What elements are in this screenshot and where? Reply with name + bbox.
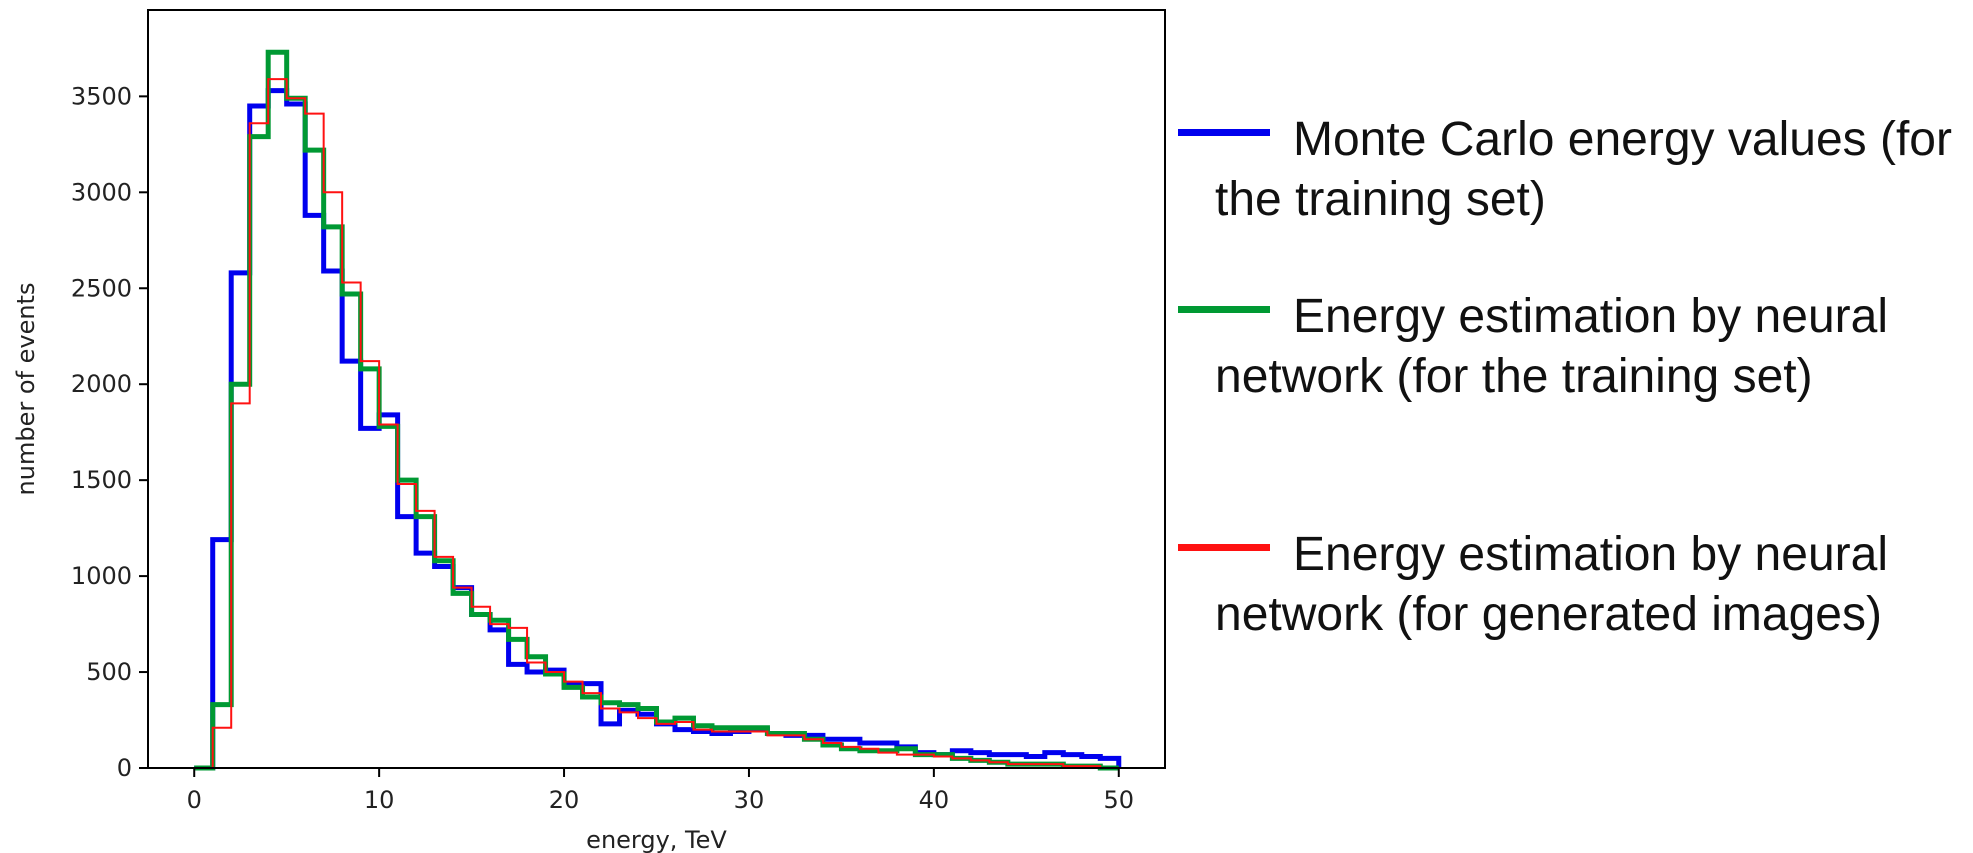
legend-swatch-blue <box>1178 129 1270 136</box>
x-axis-label: energy, TeV <box>586 826 727 853</box>
legend: Monte Carlo energy values (for the train… <box>1178 110 1968 650</box>
series-line-2 <box>194 78 1119 769</box>
x-tick-label-0: 0 <box>187 786 202 814</box>
plot-frame <box>147 9 1166 769</box>
y-tick-label-3500: 3500 <box>71 82 132 110</box>
y-axis: 0 500 1000 1500 2000 2500 3000 3500 <box>71 82 148 782</box>
x-tick-label-20: 20 <box>549 786 580 814</box>
y-tick-label-1000: 1000 <box>71 562 132 590</box>
x-tick-label-10: 10 <box>364 786 395 814</box>
y-tick-label-500: 500 <box>86 658 132 686</box>
series-line-1 <box>194 49 1119 771</box>
legend-swatch-green <box>1178 306 1270 313</box>
y-tick-label-2000: 2000 <box>71 370 132 398</box>
legend-label: Energy estimation by neural network (for… <box>1215 290 1888 403</box>
x-axis: 0 10 20 30 40 50 <box>187 768 1134 814</box>
y-tick-label-3000: 3000 <box>71 178 132 206</box>
x-tick-label-50: 50 <box>1103 786 1134 814</box>
y-axis-label: number of events <box>12 283 40 496</box>
legend-label: Monte Carlo energy values (for the train… <box>1215 113 1952 226</box>
x-tick-label-40: 40 <box>919 786 950 814</box>
x-tick-label-30: 30 <box>734 786 765 814</box>
y-tick-label-0: 0 <box>117 754 132 782</box>
y-tick-label-1500: 1500 <box>71 466 132 494</box>
series-line-0 <box>194 88 1122 771</box>
series-layer <box>194 49 1122 771</box>
legend-swatch-red <box>1178 544 1270 551</box>
y-tick-label-2500: 2500 <box>71 274 132 302</box>
legend-label: Energy estimation by neural network (for… <box>1215 528 1888 641</box>
